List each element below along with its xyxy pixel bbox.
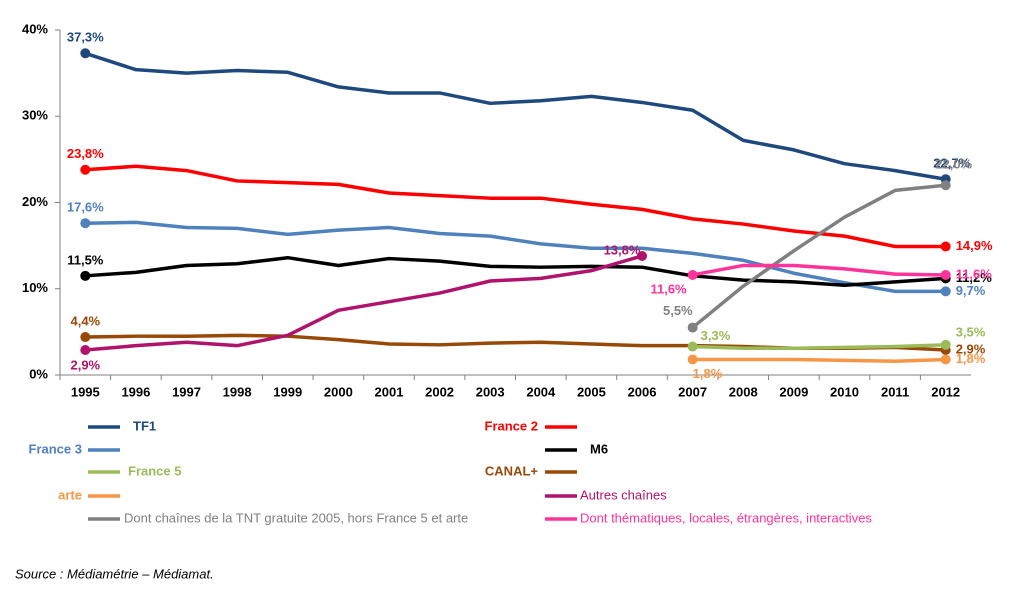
x-tick-label: 1997 xyxy=(172,384,201,399)
series-line xyxy=(691,183,946,329)
series-line xyxy=(85,220,946,294)
end-marker xyxy=(80,270,91,281)
legend-label: France 5 xyxy=(128,463,181,478)
x-tick-label: 2008 xyxy=(729,384,758,399)
data-label: 3,5% xyxy=(956,324,986,339)
x-tick-label: 2006 xyxy=(628,384,657,399)
end-marker xyxy=(80,48,91,59)
data-label: 11,5% xyxy=(67,252,104,267)
legend-label: Dont thématiques, locales, étrangères, i… xyxy=(580,510,872,525)
data-label: 4,4% xyxy=(70,313,100,328)
data-label: 13,8% xyxy=(604,242,641,257)
y-tick-label: 10% xyxy=(22,280,48,295)
legend-label: M6 xyxy=(590,441,608,456)
legend-label: Autres chaînes xyxy=(580,487,667,502)
x-tick-label: 2003 xyxy=(476,384,505,399)
x-tick-label: 2005 xyxy=(577,384,606,399)
data-label: 11,6% xyxy=(650,281,687,296)
end-marker xyxy=(80,164,91,175)
data-label: 37,3% xyxy=(67,30,104,45)
end-marker xyxy=(80,218,91,229)
x-tick-label: 1998 xyxy=(223,384,252,399)
source-note: Source : Médiamétrie – Médiamat. xyxy=(15,566,214,581)
data-label: 5,5% xyxy=(663,303,693,318)
series-line xyxy=(85,254,643,352)
data-label: 9,7% xyxy=(956,283,986,298)
y-tick-label: 40% xyxy=(22,21,48,36)
data-label: 22,0% xyxy=(935,157,972,172)
legend-label: Dont chaînes de la TNT gratuite 2005, ho… xyxy=(124,510,468,525)
data-label: 2,9% xyxy=(70,357,100,372)
series-line xyxy=(85,255,946,288)
x-tick-label: 2004 xyxy=(526,384,556,399)
end-marker xyxy=(940,269,951,280)
x-tick-label: 2011 xyxy=(881,384,909,399)
x-tick-label: 2002 xyxy=(425,384,454,399)
data-label: 23,8% xyxy=(67,146,104,161)
end-marker xyxy=(940,180,951,191)
data-label: 11,2% xyxy=(956,270,993,285)
legend-label: France 3 xyxy=(29,441,82,456)
end-marker xyxy=(687,354,698,365)
x-tick-label: 2010 xyxy=(830,384,859,399)
data-label: 1,8% xyxy=(693,366,723,381)
legend-label: arte xyxy=(58,487,82,502)
data-label: 14,9% xyxy=(956,238,993,253)
x-tick-label: 2009 xyxy=(779,384,808,399)
x-tick-label: 1995 xyxy=(71,384,100,399)
data-label: 22,7% xyxy=(933,156,970,171)
series-line xyxy=(85,164,946,249)
x-tick-label: 1999 xyxy=(273,384,302,399)
data-label: 11,6% xyxy=(956,266,993,281)
end-marker xyxy=(80,344,91,355)
data-label: 1,8% xyxy=(956,351,986,366)
series-line xyxy=(84,51,946,181)
y-tick-label: 20% xyxy=(22,194,48,209)
x-tick-label: 2012 xyxy=(931,384,960,399)
end-marker xyxy=(637,250,648,261)
x-tick-label: 1996 xyxy=(121,384,150,399)
x-tick-label: 2001 xyxy=(375,384,404,399)
y-tick-label: 30% xyxy=(22,108,48,123)
end-marker xyxy=(687,322,698,333)
x-tick-label: 2000 xyxy=(324,384,353,399)
series-line xyxy=(692,343,946,351)
end-marker xyxy=(940,339,951,350)
series-line xyxy=(692,357,946,363)
data-label: 2,9% xyxy=(956,341,986,356)
series-line xyxy=(692,263,946,277)
data-label: 3,3% xyxy=(701,328,731,343)
end-marker xyxy=(940,354,951,365)
end-marker xyxy=(80,332,91,343)
end-marker xyxy=(940,286,951,297)
end-marker xyxy=(940,241,951,252)
end-marker xyxy=(687,269,698,280)
data-label: 17,6% xyxy=(67,200,104,215)
x-tick-label: 2007 xyxy=(678,384,707,399)
legend-label: TF1 xyxy=(133,418,156,433)
y-tick-label: 0% xyxy=(29,366,48,381)
legend-label: CANAL+ xyxy=(485,463,538,478)
legend-label: France 2 xyxy=(485,418,538,433)
end-marker xyxy=(687,341,698,352)
